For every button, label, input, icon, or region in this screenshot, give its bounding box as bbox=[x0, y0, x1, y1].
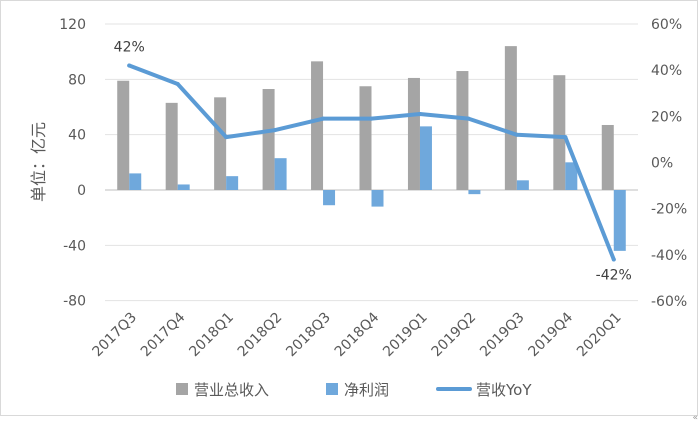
legend-label: 净利润 bbox=[344, 381, 389, 399]
bar-revenue bbox=[407, 77, 420, 190]
legend-swatch bbox=[326, 383, 338, 395]
data-label: 42% bbox=[114, 40, 145, 56]
line-yoy-point bbox=[611, 257, 616, 262]
corner-mark: « bbox=[692, 413, 698, 423]
x-tick-label: 2019Q2 bbox=[429, 310, 480, 361]
bar-net-profit bbox=[177, 184, 190, 190]
x-tick-label: 2019Q3 bbox=[477, 310, 528, 361]
x-tick-label: 2018Q3 bbox=[283, 310, 334, 361]
y-tick-label: 120 bbox=[59, 17, 86, 33]
x-tick-label: 2018Q2 bbox=[235, 310, 286, 361]
bar-net-profit bbox=[419, 126, 432, 190]
y2-tick-label: -40% bbox=[651, 248, 687, 264]
bar-revenue bbox=[601, 124, 614, 190]
x-tick-label: 2020Q1 bbox=[574, 310, 625, 361]
legend-label: 营收YoY bbox=[476, 381, 532, 399]
y-tick-label: 0 bbox=[77, 183, 86, 199]
line-yoy-point bbox=[272, 128, 277, 133]
x-tick-label: 2017Q4 bbox=[138, 309, 189, 360]
y2-tick-label: 20% bbox=[651, 109, 682, 125]
bar-net-profit bbox=[516, 180, 529, 190]
x-tick-label: 2018Q1 bbox=[186, 310, 237, 361]
y2-tick-label: 0% bbox=[651, 156, 673, 172]
bar-revenue bbox=[117, 80, 130, 190]
x-tick-label: 2019Q1 bbox=[380, 310, 431, 361]
line-yoy-point bbox=[466, 116, 471, 121]
legend-label: 营业总收入 bbox=[194, 381, 269, 399]
bar-revenue bbox=[165, 102, 178, 190]
data-label-bg bbox=[591, 265, 636, 284]
line-yoy-point bbox=[417, 112, 422, 117]
y2-tick-label: 40% bbox=[651, 63, 682, 79]
line-yoy-point bbox=[224, 135, 229, 140]
bar-net-profit bbox=[274, 158, 287, 190]
y2-tick-label: -60% bbox=[651, 294, 687, 310]
line-yoy-point bbox=[514, 132, 519, 137]
bar-net-profit bbox=[565, 162, 578, 190]
x-tick-label: 2017Q3 bbox=[89, 310, 140, 361]
y-tick-label: 40 bbox=[68, 128, 86, 144]
y2-tick-label: -20% bbox=[651, 202, 687, 218]
bar-revenue bbox=[553, 75, 566, 190]
y2-tick-label: 60% bbox=[651, 17, 682, 33]
legend-swatch bbox=[176, 383, 188, 395]
bar-revenue bbox=[456, 71, 469, 190]
data-label: -42% bbox=[596, 267, 632, 283]
bar-net-profit bbox=[226, 176, 239, 190]
line-yoy-point bbox=[321, 116, 326, 121]
line-yoy-point bbox=[175, 82, 180, 87]
y-tick-label: -80 bbox=[63, 294, 86, 310]
y-tick-label: -40 bbox=[63, 238, 86, 254]
bar-revenue bbox=[311, 61, 324, 190]
bar-net-profit bbox=[129, 173, 142, 190]
x-tick-label: 2019Q4 bbox=[526, 309, 577, 360]
line-yoy-point bbox=[369, 116, 374, 121]
bar-revenue bbox=[359, 86, 372, 190]
data-label-bg bbox=[107, 37, 152, 56]
y-tick-label: 80 bbox=[68, 72, 86, 88]
bar-net-profit bbox=[371, 190, 384, 207]
line-yoy-point bbox=[127, 63, 132, 68]
bar-revenue bbox=[214, 97, 227, 190]
bar-net-profit bbox=[613, 190, 626, 251]
bar-net-profit bbox=[323, 190, 336, 206]
bar-net-profit bbox=[468, 190, 481, 195]
y-axis-label: 单位：亿元 bbox=[29, 122, 48, 202]
bar-revenue bbox=[262, 89, 275, 190]
line-yoy-point bbox=[563, 135, 568, 140]
x-tick-label: 2018Q4 bbox=[332, 309, 383, 360]
bar-revenue bbox=[504, 46, 517, 191]
